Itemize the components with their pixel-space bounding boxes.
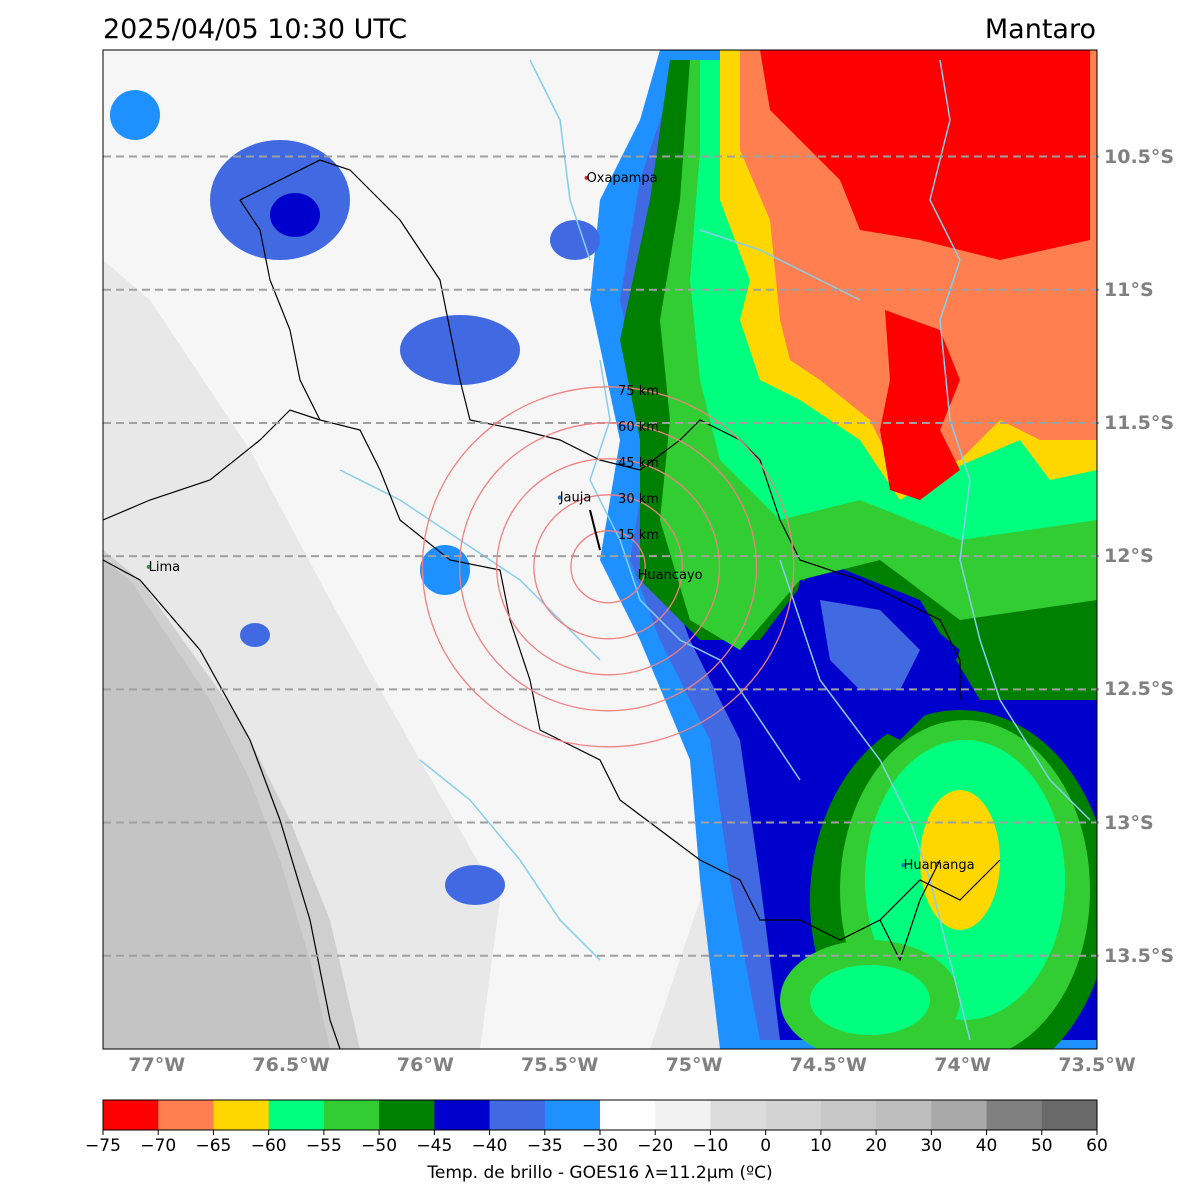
colorbar-tick-label: −70 <box>140 1136 177 1156</box>
colorbar-segment <box>710 1100 767 1130</box>
colorbar-segment <box>820 1100 877 1130</box>
colorbar-segment <box>434 1100 491 1130</box>
colorbar-segment <box>986 1100 1043 1130</box>
colorbar-segment <box>103 1100 159 1130</box>
colorbar-tick-label: −20 <box>637 1136 674 1156</box>
colorbar-segment <box>655 1100 711 1130</box>
patch-top <box>110 90 160 140</box>
boundaries <box>103 159 1001 1049</box>
range-ring <box>570 530 646 604</box>
lat-tick-label: 12.5°S <box>1104 678 1175 701</box>
lat-tick-label: 10.5°S <box>1104 145 1175 168</box>
patch-w <box>240 623 270 647</box>
patch-nw-inner <box>270 193 320 237</box>
lon-tick-label: 73.5°W <box>1058 1054 1136 1076</box>
radar-beam-line <box>589 509 601 551</box>
colorbar-segment <box>323 1100 380 1130</box>
city-dot <box>584 175 589 180</box>
colorbar-tick-label: 50 <box>1030 1136 1053 1156</box>
colorbar-tick-label: 20 <box>865 1136 887 1156</box>
colorbar-tick-label: 0 <box>760 1136 772 1156</box>
ne-cell-red-top <box>760 50 1090 260</box>
colorbar <box>102 1099 1098 1135</box>
colorbar-tick-label: −65 <box>195 1136 232 1156</box>
lon-tick-label: 74.5°W <box>789 1054 868 1076</box>
lat-tick-label: 11°S <box>1104 278 1154 301</box>
range-ring-label: 60 km <box>618 420 659 435</box>
mid-cell-royal <box>820 600 920 690</box>
colorbar-tick-label: 30 <box>920 1136 943 1156</box>
colorbar-tick-label: −55 <box>305 1136 342 1156</box>
range-ring-label: 75 km <box>618 384 659 399</box>
map-frame <box>102 49 1098 1050</box>
colorbar-segment <box>379 1100 435 1130</box>
lon-tick-label: 76.5°W <box>252 1054 330 1076</box>
colorbar-tick-label: −75 <box>85 1136 121 1156</box>
city-dot <box>901 863 906 868</box>
city-dot <box>557 495 562 500</box>
se-cell-gold <box>920 790 1000 930</box>
patch-mid <box>420 545 470 595</box>
patch-s <box>445 865 505 905</box>
city-label: Jauja <box>559 491 592 506</box>
range-ring-label: 15 km <box>618 528 659 543</box>
colorbar-segment <box>931 1100 988 1130</box>
lon-tick-label: 75.5°W <box>521 1054 599 1076</box>
colorbar-segment <box>158 1100 214 1130</box>
colorbar-segment <box>765 1100 822 1130</box>
lon-tick-label: 77°W <box>128 1054 186 1076</box>
colorbar-segment <box>268 1100 325 1130</box>
colorbar-tick-label: −60 <box>250 1136 287 1156</box>
city-markers: Oxapampa Jauja Lima Huancayo Huamanga <box>146 171 975 873</box>
colorbar-tick-label: 60 <box>1086 1136 1108 1156</box>
city-label: Huancayo <box>638 568 703 583</box>
colorbar-tick-label: −45 <box>416 1136 453 1156</box>
s-cell-spring <box>810 965 930 1035</box>
map-title-region: Mantaro <box>984 14 1096 45</box>
colorbar-segment <box>544 1100 601 1130</box>
colorbar-segment <box>600 1100 656 1130</box>
colorbar-segment <box>876 1100 932 1130</box>
colorbar-segment <box>489 1100 546 1130</box>
range-ring <box>496 458 721 676</box>
colorbar-tick-label: −40 <box>471 1136 508 1156</box>
colorbar-segment <box>1041 1100 1098 1130</box>
range-ring-label: 45 km <box>618 456 659 471</box>
map-title-datetime: 2025/04/05 10:30 UTC <box>103 14 408 45</box>
city-label: Huamanga <box>904 858 975 873</box>
city-dot <box>635 572 640 577</box>
lon-tick-label: 74°W <box>934 1054 992 1076</box>
radar-range-rings: 15 km 30 km 45 km 60 km 75 km <box>421 384 795 748</box>
patch-ox <box>550 220 600 260</box>
colorbar-label: Temp. de brillo - GOES16 λ=11.2μm (ºC) <box>427 1163 773 1183</box>
colorbar-tick-label: −30 <box>582 1136 618 1156</box>
city-dot <box>146 564 151 569</box>
cloud-white-region <box>103 50 700 1049</box>
lat-tick-label: 12°S <box>1104 545 1154 568</box>
city-label: Lima <box>149 560 180 575</box>
city-label: Oxapampa <box>587 171 658 186</box>
colorbar-tick-label: −50 <box>361 1136 398 1156</box>
patch-n <box>400 315 520 385</box>
ne-cell-red-core <box>880 310 960 500</box>
range-ring <box>421 386 795 748</box>
range-ring-label: 30 km <box>618 492 659 507</box>
range-ring <box>458 422 758 712</box>
lon-tick-label: 75°W <box>665 1054 723 1076</box>
lat-tick-label: 13.5°S <box>1104 944 1175 967</box>
lat-tick-label: 11.5°S <box>1104 411 1175 434</box>
colorbar-tick-label: 10 <box>810 1136 832 1156</box>
lat-tick-label: 13°S <box>1104 811 1154 834</box>
colorbar-tick-label: −35 <box>526 1136 563 1156</box>
lon-tick-label: 76°W <box>396 1054 454 1076</box>
range-ring <box>533 494 683 640</box>
colorbar-tick-label: 40 <box>975 1136 998 1156</box>
colorbar-segment <box>213 1100 270 1130</box>
ocean-zone <box>103 560 330 1049</box>
colorbar-tick-label: −10 <box>692 1136 729 1156</box>
